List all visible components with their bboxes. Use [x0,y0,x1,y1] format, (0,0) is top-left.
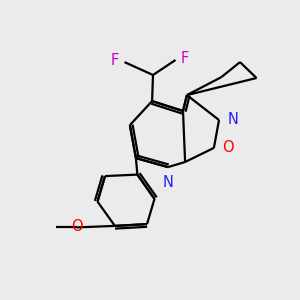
Text: O: O [222,140,234,155]
Text: N: N [163,175,173,190]
Text: F: F [181,51,189,66]
Text: N: N [227,112,238,128]
Text: O: O [71,219,82,234]
Text: F: F [111,53,119,68]
